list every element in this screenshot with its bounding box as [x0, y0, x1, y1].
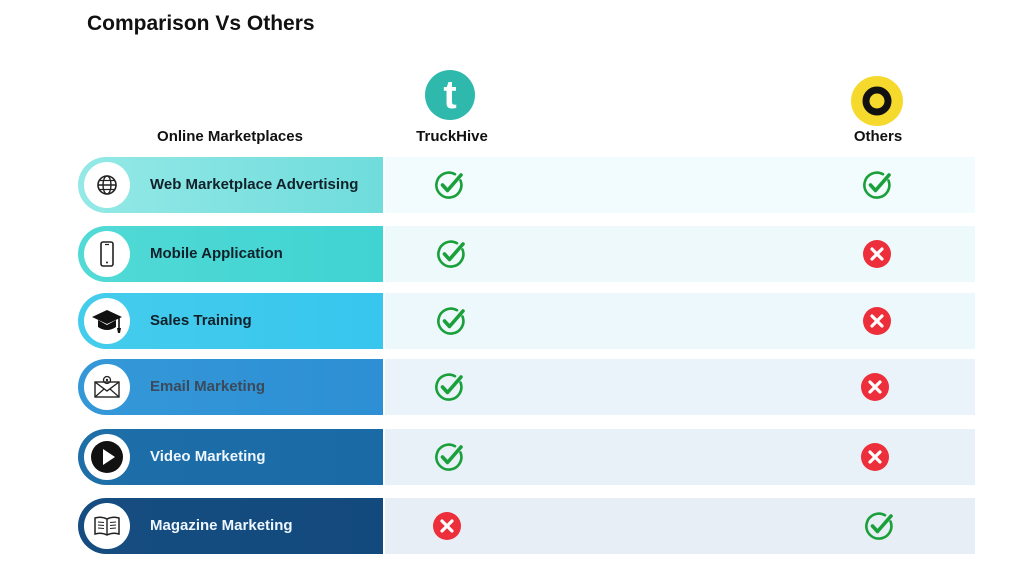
others-cross-icon: [860, 442, 890, 472]
page-title: Comparison Vs Others: [87, 12, 315, 35]
others-cross-icon: [860, 372, 890, 402]
comparison-row: Video Marketing: [78, 429, 975, 485]
open-book-icon: [84, 503, 130, 549]
comparison-cells: [385, 498, 975, 554]
feature-label-bar: Sales Training: [78, 293, 383, 349]
feature-column-header: Online Marketplaces: [157, 128, 303, 145]
others-check-icon: [862, 170, 892, 200]
comparison-row: Web Marketplace Advertising: [78, 157, 975, 213]
feature-label: Video Marketing: [150, 448, 266, 465]
truckhive-logo-letter: t: [443, 73, 456, 117]
smartphone-icon: [84, 231, 130, 277]
feature-label: Sales Training: [150, 312, 252, 329]
feature-label: Mobile Application: [150, 245, 283, 262]
truckhive-check-icon: [434, 372, 464, 402]
truckhive-cross-icon: [432, 511, 462, 541]
feature-label: Magazine Marketing: [150, 517, 293, 534]
truckhive-check-icon: [434, 442, 464, 472]
comparison-row: Mobile Application: [78, 226, 975, 282]
others-logo: [851, 76, 903, 126]
feature-label-bar: Magazine Marketing: [78, 498, 383, 554]
feature-label: Email Marketing: [150, 378, 266, 395]
feature-label-bar: Web Marketplace Advertising: [78, 157, 383, 213]
truckhive-check-icon: [436, 306, 466, 336]
others-check-icon: [864, 511, 894, 541]
truckhive-check-icon: [436, 239, 466, 269]
truckhive-column-header: TruckHive: [416, 128, 488, 145]
comparison-row: Magazine Marketing: [78, 498, 975, 554]
comparison-row: Sales Training: [78, 293, 975, 349]
envelope-icon: [84, 364, 130, 410]
others-cross-icon: [862, 239, 892, 269]
feature-label-bar: Video Marketing: [78, 429, 383, 485]
comparison-cells: [385, 157, 975, 213]
comparison-row: Email Marketing: [78, 359, 975, 415]
globe-icon: [84, 162, 130, 208]
play-icon: [84, 434, 130, 480]
graduation-cap-icon: [84, 298, 130, 344]
others-cross-icon: [862, 306, 892, 336]
feature-label-bar: Mobile Application: [78, 226, 383, 282]
truckhive-check-icon: [434, 170, 464, 200]
others-column-header: Others: [853, 128, 903, 145]
truckhive-logo: t: [425, 70, 475, 120]
feature-label: Web Marketplace Advertising: [150, 176, 359, 193]
feature-label-bar: Email Marketing: [78, 359, 383, 415]
